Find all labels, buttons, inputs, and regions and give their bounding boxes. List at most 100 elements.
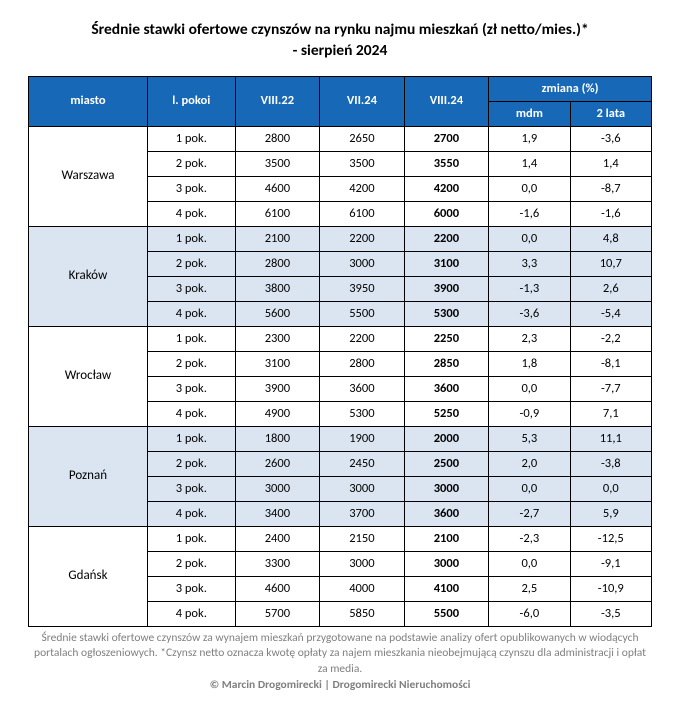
rooms-cell: 2 pok. (147, 351, 235, 376)
rooms-cell: 1 pok. (147, 526, 235, 551)
table-row: Poznań1 pok.1800190020005,311,1 (29, 426, 652, 451)
rooms-cell: 2 pok. (147, 551, 235, 576)
value-viii22: 2800 (235, 251, 320, 276)
value-2lata: -3,5 (570, 601, 651, 626)
value-viii24: 6000 (404, 201, 489, 226)
rooms-cell: 4 pok. (147, 601, 235, 626)
rooms-cell: 3 pok. (147, 376, 235, 401)
value-vii24: 2200 (320, 326, 405, 351)
rooms-cell: 3 pok. (147, 276, 235, 301)
value-2lata: -3,6 (570, 126, 651, 151)
value-viii24: 3900 (404, 276, 489, 301)
value-2lata: 2,6 (570, 276, 651, 301)
value-vii24: 4200 (320, 176, 405, 201)
city-cell: Poznań (29, 426, 148, 526)
table-row: Gdańsk1 pok.240021502100-2,3-12,5 (29, 526, 652, 551)
value-2lata: 10,7 (570, 251, 651, 276)
value-mdm: 1,8 (489, 351, 570, 376)
city-cell: Kraków (29, 226, 148, 326)
value-2lata: -5,4 (570, 301, 651, 326)
value-vii24: 3000 (320, 476, 405, 501)
value-mdm: 2,0 (489, 451, 570, 476)
value-mdm: -1,3 (489, 276, 570, 301)
value-vii24: 3700 (320, 501, 405, 526)
value-viii24: 2500 (404, 451, 489, 476)
value-viii24: 3550 (404, 151, 489, 176)
value-viii22: 3800 (235, 276, 320, 301)
rooms-cell: 4 pok. (147, 401, 235, 426)
value-vii24: 2200 (320, 226, 405, 251)
rooms-cell: 3 pok. (147, 476, 235, 501)
header-lpokoi: l. pokoi (147, 76, 235, 126)
value-mdm: -0,9 (489, 401, 570, 426)
value-mdm: 2,5 (489, 576, 570, 601)
value-mdm: -2,7 (489, 501, 570, 526)
value-vii24: 6100 (320, 201, 405, 226)
value-vii24: 2800 (320, 351, 405, 376)
value-viii22: 2600 (235, 451, 320, 476)
rooms-cell: 4 pok. (147, 501, 235, 526)
header-viii24: VIII.24 (404, 76, 489, 126)
value-mdm: 2,3 (489, 326, 570, 351)
rooms-cell: 3 pok. (147, 576, 235, 601)
value-2lata: 1,4 (570, 151, 651, 176)
value-viii22: 6100 (235, 201, 320, 226)
value-viii22: 2100 (235, 226, 320, 251)
value-viii24: 3000 (404, 551, 489, 576)
header-miasto: miasto (29, 76, 148, 126)
value-2lata: -12,5 (570, 526, 651, 551)
value-2lata: 0,0 (570, 476, 651, 501)
value-viii24: 3600 (404, 501, 489, 526)
value-2lata: 11,1 (570, 426, 651, 451)
rooms-cell: 3 pok. (147, 176, 235, 201)
value-mdm: 3,3 (489, 251, 570, 276)
value-2lata: -3,8 (570, 451, 651, 476)
value-2lata: 7,1 (570, 401, 651, 426)
value-2lata: -9,1 (570, 551, 651, 576)
value-viii22: 3300 (235, 551, 320, 576)
value-2lata: -2,2 (570, 326, 651, 351)
value-vii24: 3950 (320, 276, 405, 301)
rooms-cell: 1 pok. (147, 326, 235, 351)
value-viii24: 3000 (404, 476, 489, 501)
value-viii22: 3500 (235, 151, 320, 176)
value-viii22: 2300 (235, 326, 320, 351)
header-2lata: 2 lata (570, 101, 651, 126)
value-viii24: 5500 (404, 601, 489, 626)
value-viii24: 2200 (404, 226, 489, 251)
value-viii24: 2100 (404, 526, 489, 551)
value-vii24: 3000 (320, 551, 405, 576)
value-2lata: 4,8 (570, 226, 651, 251)
table-row: Wrocław1 pok.2300220022502,3-2,2 (29, 326, 652, 351)
value-viii22: 5600 (235, 301, 320, 326)
value-mdm: 0,0 (489, 176, 570, 201)
value-viii24: 4100 (404, 576, 489, 601)
value-viii22: 2800 (235, 126, 320, 151)
title-line-1: Średnie stawki ofertowe czynszów na rynk… (91, 20, 588, 39)
value-mdm: 1,9 (489, 126, 570, 151)
rooms-cell: 2 pok. (147, 251, 235, 276)
header-zmiana: zmiana (%) (489, 76, 652, 101)
rooms-cell: 2 pok. (147, 451, 235, 476)
value-vii24: 5300 (320, 401, 405, 426)
value-mdm: -2,3 (489, 526, 570, 551)
value-mdm: 0,0 (489, 376, 570, 401)
value-viii22: 4900 (235, 401, 320, 426)
city-cell: Gdańsk (29, 526, 148, 626)
value-mdm: 1,4 (489, 151, 570, 176)
value-viii24: 3600 (404, 376, 489, 401)
value-vii24: 3000 (320, 251, 405, 276)
rooms-cell: 2 pok. (147, 151, 235, 176)
value-viii22: 5700 (235, 601, 320, 626)
value-mdm: 5,3 (489, 426, 570, 451)
city-cell: Warszawa (29, 126, 148, 226)
footnote-text: Średnie stawki ofertowe czynszów za wyna… (28, 631, 652, 678)
value-mdm: -6,0 (489, 601, 570, 626)
rent-table: miasto l. pokoi VIII.22 VII.24 VIII.24 z… (28, 76, 652, 627)
rooms-cell: 4 pok. (147, 301, 235, 326)
value-2lata: 5,9 (570, 501, 651, 526)
title-line-2: - sierpień 2024 (293, 41, 388, 60)
table-row: Kraków1 pok.2100220022000,04,8 (29, 226, 652, 251)
value-viii24: 5250 (404, 401, 489, 426)
rooms-cell: 4 pok. (147, 201, 235, 226)
